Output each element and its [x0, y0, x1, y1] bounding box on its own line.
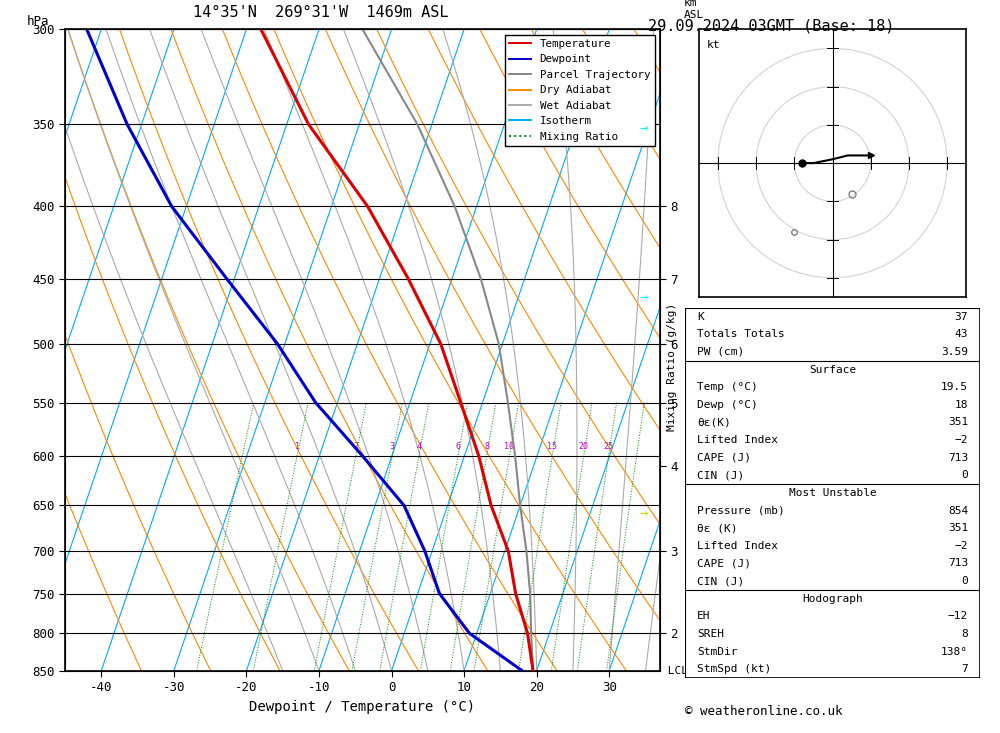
- Text: Dewp (°C): Dewp (°C): [697, 399, 758, 410]
- Text: −2: −2: [955, 541, 968, 550]
- Text: 3.59: 3.59: [941, 347, 968, 357]
- Text: 15: 15: [547, 442, 557, 451]
- Text: Totals Totals: Totals Totals: [697, 329, 785, 339]
- Text: EH: EH: [697, 611, 710, 622]
- Text: 10: 10: [504, 442, 514, 451]
- X-axis label: Dewpoint / Temperature (°C): Dewpoint / Temperature (°C): [249, 700, 476, 714]
- Text: 14°35'N  269°31'W  1469m ASL: 14°35'N 269°31'W 1469m ASL: [193, 4, 449, 20]
- Text: © weatheronline.co.uk: © weatheronline.co.uk: [685, 704, 842, 718]
- Text: 7: 7: [961, 664, 968, 674]
- Text: 8: 8: [484, 442, 489, 451]
- Text: LCL: LCL: [661, 666, 688, 676]
- Text: 8: 8: [961, 629, 968, 639]
- Text: 854: 854: [948, 506, 968, 515]
- Text: K: K: [697, 312, 704, 322]
- Text: Most Unstable: Most Unstable: [789, 488, 876, 498]
- Text: 19.5: 19.5: [941, 382, 968, 392]
- Text: 29.09.2024 03GMT (Base: 18): 29.09.2024 03GMT (Base: 18): [648, 18, 894, 33]
- Text: 713: 713: [948, 453, 968, 463]
- Text: CIN (J): CIN (J): [697, 576, 744, 586]
- Text: Mixing Ratio (g/kg): Mixing Ratio (g/kg): [667, 303, 677, 430]
- Text: →: →: [640, 290, 648, 304]
- Text: Lifted Index: Lifted Index: [697, 541, 778, 550]
- Text: 20: 20: [579, 442, 589, 451]
- Text: −2: −2: [955, 435, 968, 445]
- Text: kt: kt: [706, 40, 720, 51]
- Text: −12: −12: [948, 611, 968, 622]
- Text: 138°: 138°: [941, 647, 968, 657]
- Text: Pressure (mb): Pressure (mb): [697, 506, 785, 515]
- Text: hPa: hPa: [26, 15, 49, 28]
- Text: Lifted Index: Lifted Index: [697, 435, 778, 445]
- Legend: Temperature, Dewpoint, Parcel Trajectory, Dry Adiabat, Wet Adiabat, Isotherm, Mi: Temperature, Dewpoint, Parcel Trajectory…: [505, 34, 655, 146]
- Text: km
ASL: km ASL: [684, 0, 704, 20]
- Text: 37: 37: [955, 312, 968, 322]
- Text: Hodograph: Hodograph: [802, 594, 863, 604]
- Text: CAPE (J): CAPE (J): [697, 453, 751, 463]
- Text: 0: 0: [961, 471, 968, 480]
- Text: CIN (J): CIN (J): [697, 471, 744, 480]
- Text: →: →: [640, 121, 648, 136]
- Text: SREH: SREH: [697, 629, 724, 639]
- Text: 4: 4: [416, 442, 421, 451]
- Text: 713: 713: [948, 559, 968, 569]
- Text: Surface: Surface: [809, 364, 856, 375]
- Text: 43: 43: [955, 329, 968, 339]
- Text: 3: 3: [390, 442, 395, 451]
- Text: 2: 2: [353, 442, 358, 451]
- Text: →: →: [640, 506, 648, 520]
- Text: 25: 25: [604, 442, 614, 451]
- Text: CAPE (J): CAPE (J): [697, 559, 751, 569]
- Text: Temp (°C): Temp (°C): [697, 382, 758, 392]
- Text: 0: 0: [961, 576, 968, 586]
- Text: 1: 1: [295, 442, 300, 451]
- Text: 351: 351: [948, 523, 968, 533]
- Text: 6: 6: [455, 442, 460, 451]
- Text: PW (cm): PW (cm): [697, 347, 744, 357]
- Text: StmSpd (kt): StmSpd (kt): [697, 664, 771, 674]
- Text: 18: 18: [955, 399, 968, 410]
- Text: StmDir: StmDir: [697, 647, 737, 657]
- Text: θε(K): θε(K): [697, 417, 731, 427]
- Text: θε (K): θε (K): [697, 523, 737, 533]
- Text: 351: 351: [948, 417, 968, 427]
